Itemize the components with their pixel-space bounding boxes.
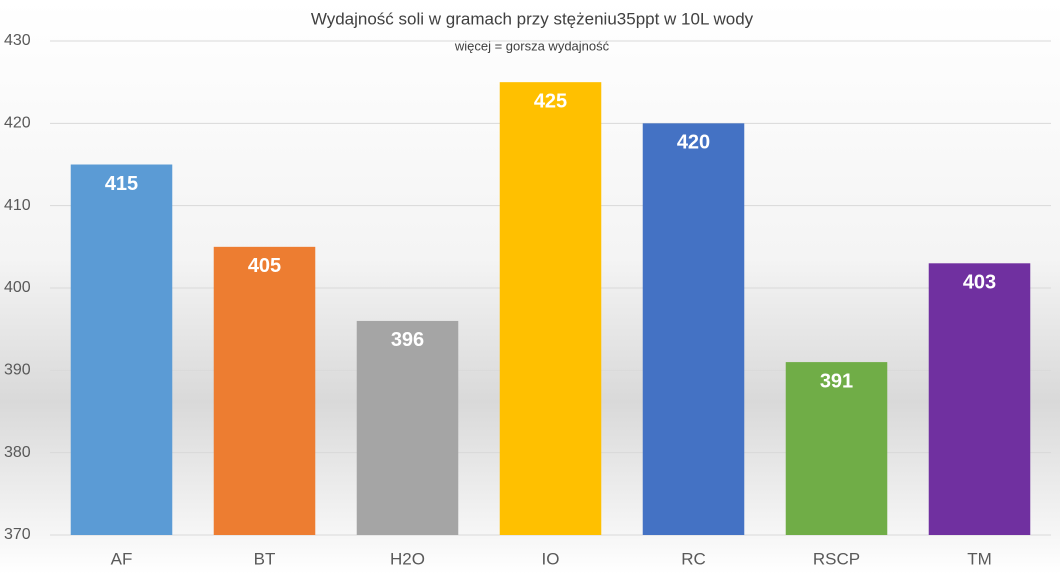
x-tick-label: IO bbox=[542, 549, 560, 568]
bar bbox=[356, 320, 459, 535]
value-label: 420 bbox=[677, 132, 710, 154]
bar bbox=[499, 82, 602, 536]
bar bbox=[642, 123, 745, 535]
bar bbox=[928, 263, 1031, 535]
x-tick-label: H2O bbox=[390, 549, 425, 568]
value-label: 403 bbox=[963, 272, 996, 294]
y-tick-label: 400 bbox=[4, 279, 31, 296]
x-tick-label: RC bbox=[681, 549, 706, 568]
x-tick-label: AF bbox=[111, 549, 133, 568]
y-tick-label: 370 bbox=[4, 526, 31, 543]
y-tick-label: 430 bbox=[4, 32, 31, 49]
x-tick-label: TM bbox=[967, 549, 992, 568]
y-tick-label: 420 bbox=[4, 115, 31, 132]
chart-subtitle: więcej = gorsza wydajność bbox=[454, 38, 610, 53]
value-label: 391 bbox=[820, 370, 853, 392]
x-tick-label: RSCP bbox=[813, 549, 860, 568]
bar bbox=[785, 362, 888, 535]
y-tick-label: 390 bbox=[4, 362, 31, 379]
x-tick-label: BT bbox=[254, 549, 276, 568]
value-label: 425 bbox=[534, 90, 567, 112]
value-label: 396 bbox=[391, 329, 424, 351]
chart-title: Wydajność soli w gramach przy stężeniu35… bbox=[311, 9, 754, 28]
value-label: 405 bbox=[248, 255, 281, 277]
value-label: 415 bbox=[105, 173, 138, 195]
bar bbox=[70, 164, 173, 535]
bar bbox=[213, 246, 316, 536]
y-tick-label: 410 bbox=[4, 197, 31, 214]
y-tick-label: 380 bbox=[4, 444, 31, 461]
